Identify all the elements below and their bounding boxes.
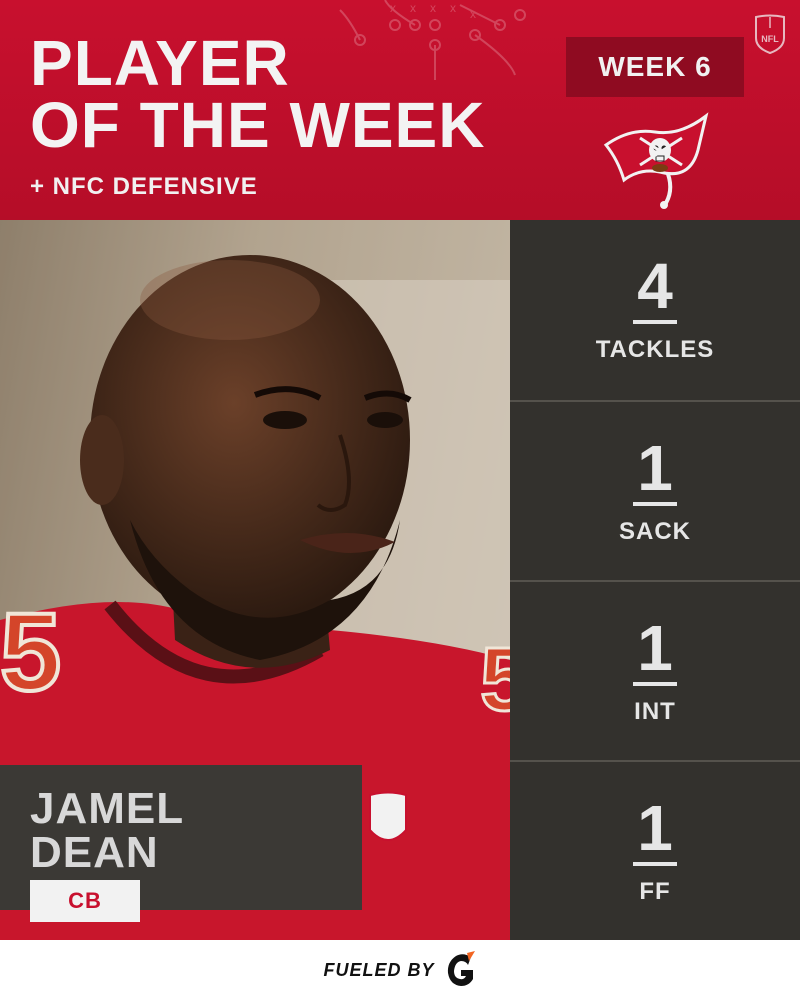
stat-int: 1 INT: [510, 580, 800, 760]
stat-ff: 1 FF: [510, 760, 800, 940]
title-line-2: OF THE WEEK: [30, 89, 486, 161]
week-badge: WEEK 6: [566, 37, 744, 97]
stat-divider: [633, 862, 677, 866]
stat-label: INT: [634, 698, 676, 725]
sponsor-footer: FUELED BY: [0, 940, 800, 1000]
svg-text:x: x: [390, 1, 396, 15]
stat-label: TACKLES: [595, 336, 715, 363]
stat-label: SACK: [618, 518, 691, 545]
stat-value: 1: [637, 612, 673, 684]
svg-text:5: 5: [480, 630, 510, 730]
gatorade-g-icon: [447, 951, 475, 986]
team-flag-logo-icon: [603, 112, 709, 209]
stat-value: 1: [637, 432, 673, 504]
stat-sack: 1 SACK: [510, 400, 800, 580]
sponsor-text: FUELED BY: [323, 959, 435, 980]
stat-tackles: 4 TACKLES: [510, 220, 800, 400]
stat-value: 1: [637, 792, 673, 864]
svg-text:x: x: [410, 1, 416, 15]
svg-text:x: x: [470, 7, 476, 21]
page-title: PLAYER OF THE WEEK: [30, 27, 486, 161]
svg-text:5: 5: [0, 591, 61, 714]
svg-text:x: x: [450, 1, 456, 15]
nfl-shield-text: NFL: [761, 34, 779, 44]
svg-text:x: x: [430, 1, 436, 15]
stats-panel: 4 TACKLES 1 SACK 1 INT 1 FF: [510, 220, 800, 940]
award-subtitle: + NFC DEFENSIVE: [30, 173, 258, 200]
stat-divider: [633, 682, 677, 686]
nfl-shield-icon: NFL: [755, 14, 785, 54]
stat-label: FF: [639, 878, 671, 905]
stat-value: 4: [637, 250, 673, 322]
stat-divider: [633, 502, 677, 506]
player-last-name: DEAN: [30, 828, 159, 877]
player-name-box: JAMEL DEAN: [0, 765, 362, 910]
stat-divider: [633, 320, 677, 324]
player-first-name: JAMEL: [30, 784, 185, 833]
position-badge: CB: [30, 880, 140, 922]
title-line-1: PLAYER: [30, 27, 290, 99]
